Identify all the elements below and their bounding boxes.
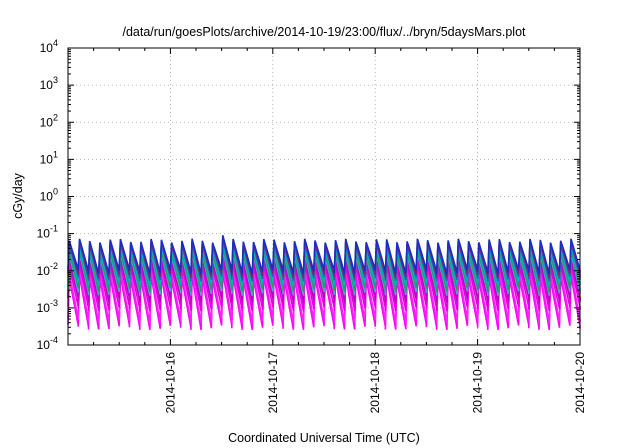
series-line (67, 259, 581, 312)
chart-title: /data/run/goesPlots/archive/2014-10-19/2… (122, 25, 526, 39)
x-tick-label: 2014-10-16 (163, 352, 177, 414)
y-tick-label: 10-4 (37, 335, 58, 352)
series-line (67, 266, 581, 324)
series-line (67, 242, 581, 287)
x-tick-label: 2014-10-19 (471, 352, 485, 414)
series-line (67, 254, 581, 304)
series-line (67, 272, 581, 331)
y-tick-label: 102 (40, 112, 58, 129)
series-lines (67, 235, 581, 331)
series-line (67, 235, 581, 275)
series-line (67, 246, 581, 292)
y-axis-label: cGy/day (11, 172, 25, 219)
y-tick-label: 104 (40, 38, 58, 55)
y-tick-label: 103 (40, 75, 58, 92)
y-tick-label: 10-2 (37, 261, 58, 278)
x-axis-ticks: 2014-10-16 2014-10-17 2014-10-18 2014-10-19… (93, 48, 587, 414)
x-axis-label: Coordinated Universal Time (UTC) (228, 431, 420, 445)
x-tick-label: 2014-10-18 (368, 352, 382, 414)
y-tick-label: 100 (40, 187, 58, 204)
y-tick-label: 10-1 (37, 224, 58, 241)
y-tick-label: 101 (40, 149, 58, 166)
x-tick-label: 2014-10-20 (573, 352, 587, 414)
y-tick-label: 10-3 (37, 298, 58, 315)
x-tick-label: 2014-10-17 (266, 352, 280, 414)
